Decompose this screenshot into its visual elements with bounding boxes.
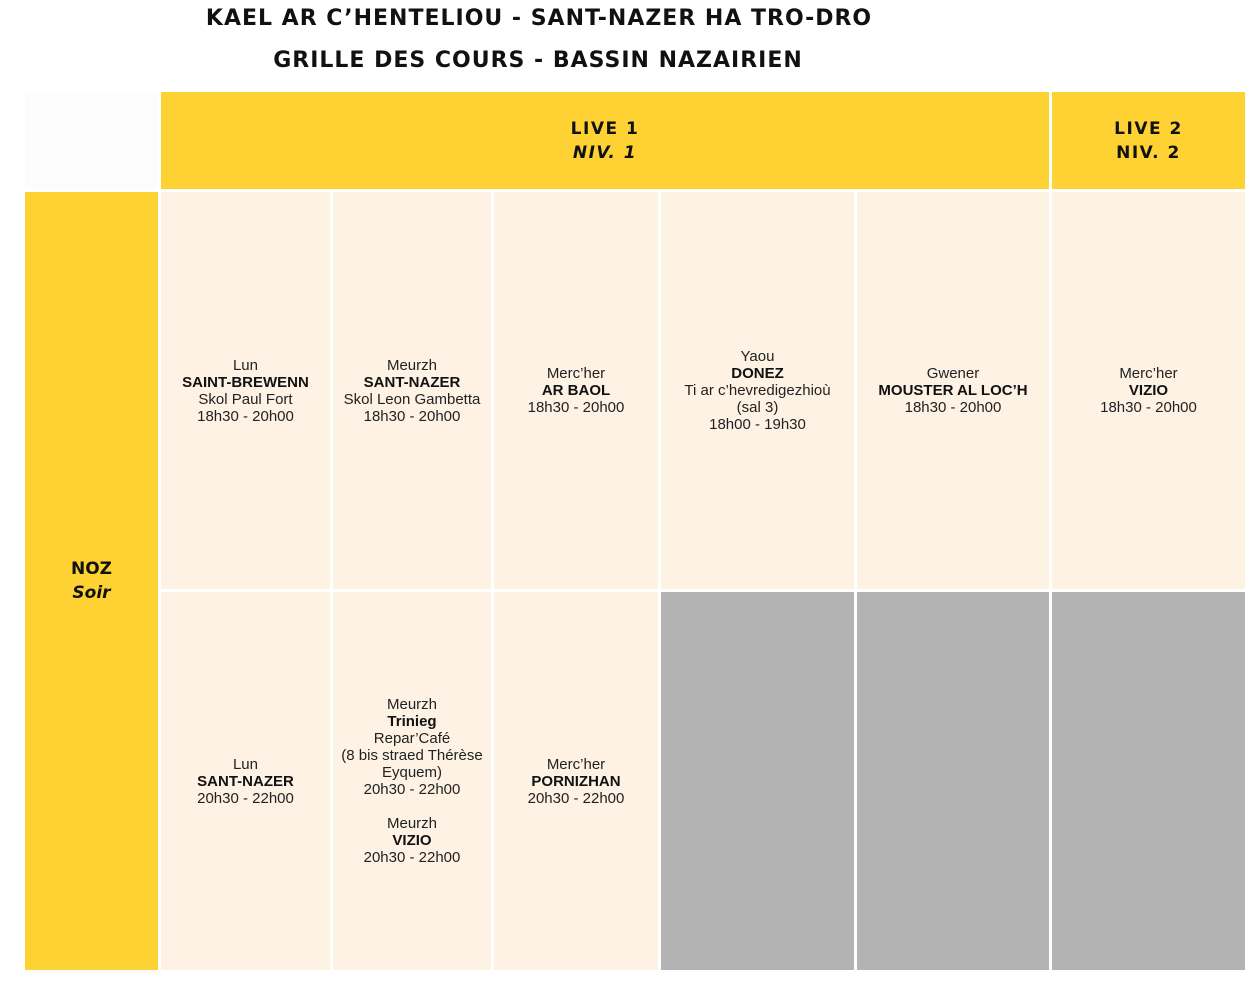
header-level-1-sublabel: NIV. 1 [572,142,638,163]
course-venue: Ti ar c’hevredigezhioù [684,382,831,399]
course-address: (8 bis straed Thérèse [341,747,483,764]
course-place: VIZIO [392,832,432,849]
course-cell: Gwener MOUSTER AL LOC’H 18h30 - 20h00 [857,192,1049,589]
course-day: Merc’her [546,365,606,382]
course-time: 18h30 - 20h00 [904,399,1002,416]
course-day: Lun [232,755,258,773]
empty-cell [1052,592,1245,970]
corner-cell [25,92,158,189]
course-time: 18h30 - 20h00 [527,399,625,416]
course-cell: Merc’her AR BAOL 18h30 - 20h00 [494,192,658,589]
course-place: SANT-NAZER [363,373,461,391]
course-place: Trinieg [387,713,437,730]
row-label-evening: NOZ Soir [25,192,158,970]
course-time: 20h30 - 22h00 [363,849,461,866]
course-venue: Skol Leon Gambetta [343,390,481,408]
course-cell: Lun SAINT-BREWENN Skol Paul Fort 18h30 -… [161,192,330,589]
course-day: Gwener [926,365,980,382]
course-address: Eyquem) [381,764,443,781]
row-label-main: NOZ [70,559,112,579]
course-time: 18h30 - 20h00 [197,407,294,425]
course-day: Meurzh [386,696,438,713]
course-day: Lun [232,356,258,374]
course-time: 20h30 - 22h00 [197,789,294,807]
header-level-2-sublabel: NIV. 2 [1116,142,1181,163]
course-place: VIZIO [1128,382,1169,399]
course-cell: Merc’her PORNIZHAN 20h30 - 22h00 [494,592,658,970]
course-day: Meurzh [386,356,437,374]
course-day: Merc’her [1119,365,1178,382]
course-time: 18h30 - 20h00 [363,407,461,425]
header-level-1: LIVE 1 NIV. 1 [161,92,1049,189]
course-cell: Lun SANT-NAZER 20h30 - 22h00 [161,592,330,970]
page-title: KAEL AR C’HENTELIOU - SANT-NAZER HA TRO-… [205,6,873,31]
course-place: AR BAOL [541,382,611,399]
course-day: Meurzh [386,815,438,832]
page-subtitle: GRILLE DES COURS - BASSIN NAZAIRIEN [273,48,803,73]
course-time: 18h00 - 19h30 [709,416,806,433]
course-place: SANT-NAZER [197,772,294,790]
course-place: PORNIZHAN [531,772,621,790]
course-cell: Merc’her VIZIO 18h30 - 20h00 [1052,192,1245,589]
course-venue: Repar’Café [373,730,451,747]
course-venue: Skol Paul Fort [198,390,293,408]
course-time: 20h30 - 22h00 [363,781,461,798]
course-time: 18h30 - 20h00 [1100,399,1197,416]
course-place: MOUSTER AL LOC’H [878,382,1028,399]
course-cell: Meurzh SANT-NAZER Skol Leon Gambetta 18h… [333,192,491,589]
row-label-sub: Soir [72,583,111,603]
course-day: Merc’her [546,755,606,773]
course-cell: Yaou DONEZ Ti ar c’hevredigezhioù (sal 3… [661,192,854,589]
empty-cell [857,592,1049,970]
header-level-1-label: LIVE 1 [570,118,640,139]
course-cell: Meurzh Trinieg Repar’Café (8 bis straed … [333,592,491,970]
course-room: (sal 3) [736,399,779,416]
course-day: Yaou [740,348,775,365]
header-level-2-label: LIVE 2 [1114,118,1183,139]
course-place: SAINT-BREWENN [182,373,309,391]
header-level-2: LIVE 2 NIV. 2 [1052,92,1245,189]
empty-cell [661,592,854,970]
spacer [341,798,482,815]
course-time: 20h30 - 22h00 [527,789,625,807]
course-place: DONEZ [731,365,784,382]
